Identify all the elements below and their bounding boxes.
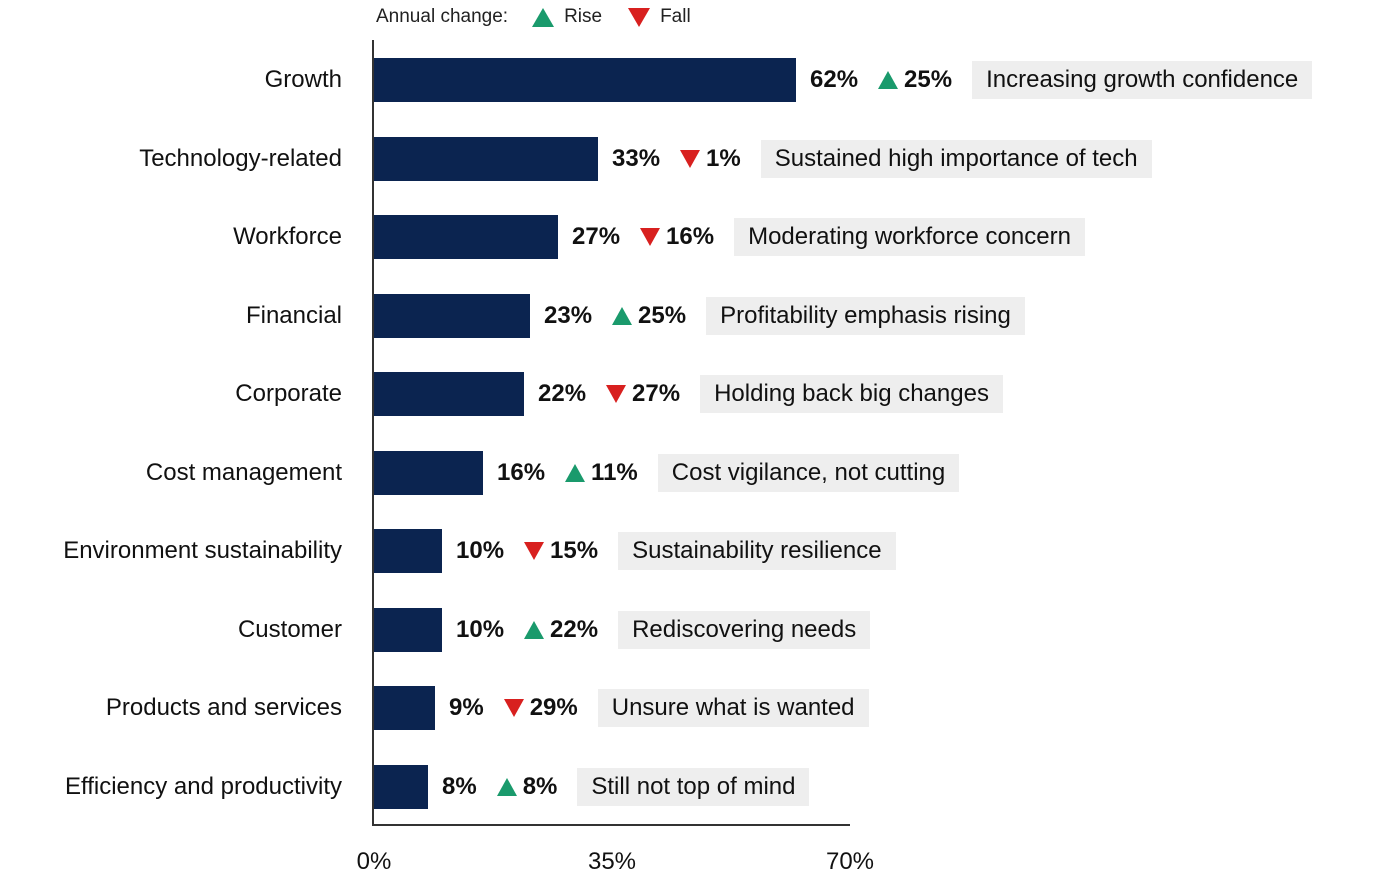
change-label: 25%: [904, 66, 953, 93]
category-label: Efficiency and productivity: [64, 773, 342, 800]
x-tick-label: 35%: [587, 848, 637, 875]
annotation: Cost vigilance, not cutting: [657, 454, 960, 492]
row-details: 10% 22% Rediscovering needs: [456, 608, 871, 652]
annotation: Sustained high importance of tech: [760, 140, 1152, 178]
change-indicator: 16%: [640, 223, 714, 251]
annotation: Profitability emphasis rising: [706, 297, 1025, 335]
fall-triangle-icon: [503, 699, 524, 717]
category-label: Customer: [237, 616, 342, 643]
bar: [374, 372, 524, 416]
annotation: Still not top of mind: [577, 768, 810, 806]
value-label: 16%: [497, 459, 546, 486]
bar: [374, 215, 558, 259]
value-label: 22%: [538, 380, 587, 407]
rise-triangle-icon: [612, 307, 633, 325]
row-details: 23% 25% Profitability emphasis rising: [544, 294, 1025, 338]
change-label: 29%: [529, 694, 578, 721]
x-tick-label: 0%: [356, 848, 392, 875]
bar: [374, 608, 442, 652]
change-label: 11%: [591, 459, 638, 486]
category-label: Workforce: [233, 223, 342, 250]
value-label: 23%: [544, 302, 593, 329]
bar: [374, 58, 796, 102]
change-indicator: 11%: [565, 459, 638, 487]
rise-triangle-icon: [532, 7, 555, 27]
change-indicator: 27%: [606, 380, 680, 408]
change-indicator: 25%: [612, 302, 686, 330]
change-label: 27%: [632, 380, 681, 407]
change-indicator: 25%: [878, 66, 952, 94]
value-label: 27%: [572, 223, 621, 250]
annotation: Holding back big changes: [700, 375, 1003, 413]
row-details: 16% 11% Cost vigilance, not cutting: [497, 451, 960, 495]
change-label: 25%: [638, 302, 687, 329]
rise-triangle-icon: [878, 71, 899, 89]
change-label: 1%: [706, 145, 741, 172]
change-indicator: 22%: [524, 616, 598, 644]
legend-rise-label: Rise: [564, 6, 603, 27]
row-details: 33% 1% Sustained high importance of tech: [612, 137, 1152, 181]
rise-triangle-icon: [496, 778, 517, 796]
change-label: 15%: [550, 537, 599, 564]
annotation: Unsure what is wanted: [597, 689, 869, 727]
annotation: Increasing growth confidence: [972, 61, 1313, 99]
category-label: Financial: [245, 302, 342, 329]
bar: [374, 529, 442, 573]
bar: [374, 451, 483, 495]
fall-triangle-icon: [680, 150, 701, 168]
category-label: Corporate: [235, 380, 342, 407]
x-axis-line: [372, 824, 850, 826]
annotation: Sustainability resilience: [618, 532, 896, 570]
legend-fall-label: Fall: [660, 6, 691, 27]
legend: Annual change: Rise Fall: [376, 4, 717, 30]
rise-triangle-icon: [524, 621, 545, 639]
change-indicator: 8%: [496, 773, 558, 801]
change-label: 22%: [550, 616, 599, 643]
row-details: 10% 15% Sustainability resilience: [456, 529, 896, 573]
change-indicator: 29%: [503, 694, 578, 722]
row-details: 27% 16% Moderating workforce concern: [572, 215, 1085, 259]
bar: [374, 686, 435, 730]
legend-title: Annual change:: [376, 6, 509, 27]
rise-triangle-icon: [565, 464, 586, 482]
fall-triangle-icon: [524, 542, 545, 560]
annotation: Rediscovering needs: [618, 611, 871, 649]
category-label: Products and services: [105, 694, 342, 721]
bar: [374, 137, 598, 181]
bar: [374, 294, 530, 338]
fall-triangle-icon: [606, 385, 627, 403]
change-label: 8%: [522, 773, 558, 800]
value-label: 33%: [612, 145, 661, 172]
change-label: 16%: [666, 223, 715, 250]
category-label: Technology-related: [139, 145, 342, 172]
value-label: 10%: [456, 537, 505, 564]
row-details: 62% 25% Increasing growth confidence: [810, 58, 1313, 102]
value-label: 8%: [442, 773, 477, 800]
value-label: 10%: [456, 616, 505, 643]
value-label: 62%: [810, 66, 859, 93]
category-label: Growth: [264, 66, 342, 93]
change-indicator: 15%: [524, 537, 598, 565]
fall-triangle-icon: [640, 228, 661, 246]
change-indicator: 1%: [680, 145, 741, 173]
x-tick-label: 70%: [825, 848, 875, 875]
category-label: Environment sustainability: [63, 537, 342, 564]
row-details: 9% 29% Unsure what is wanted: [449, 686, 869, 730]
y-axis-line: [372, 40, 374, 826]
value-label: 9%: [449, 694, 484, 721]
fall-triangle-icon: [628, 7, 651, 27]
row-details: 22% 27% Holding back big changes: [538, 372, 1003, 416]
category-label: Cost management: [145, 459, 342, 486]
annotation: Moderating workforce concern: [734, 218, 1085, 256]
row-details: 8% 8% Still not top of mind: [442, 765, 810, 809]
bar: [374, 765, 428, 809]
